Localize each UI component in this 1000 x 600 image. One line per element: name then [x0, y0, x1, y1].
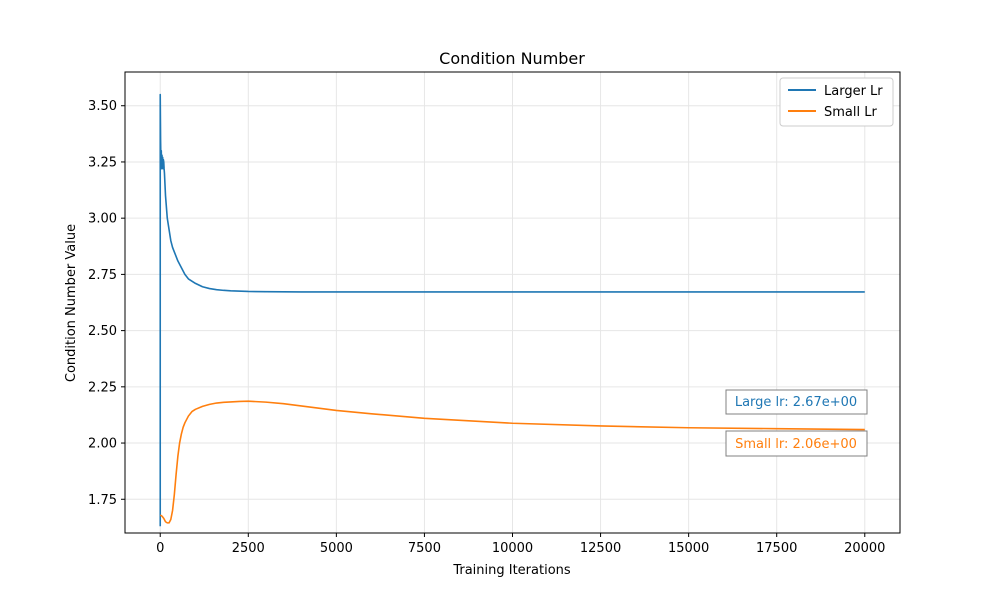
x-tick-label: 10000	[492, 541, 533, 556]
x-tick-label: 0	[156, 541, 164, 556]
annotation-box-large-lr	[725, 389, 868, 415]
legend: Larger Lr Small Lr	[779, 77, 894, 127]
y-axis-label: Condition Number Value	[64, 224, 79, 382]
series-group	[159, 93, 865, 527]
annotation-text-small-lr: Small lr: 2.06e+00	[735, 437, 857, 452]
y-tick-label: 2.50	[88, 324, 117, 339]
ticks: 0 2500 5000 7500 10000 12500 15000 17500 20000 1.…	[88, 99, 885, 556]
y-tick-label: 3.00	[88, 212, 117, 227]
y-tick-label: 2.00	[88, 437, 117, 452]
annotation-text-large-lr: Large lr: 2.67e+00	[735, 395, 857, 410]
x-tick-label: 17500	[756, 541, 797, 556]
y-tick-label: 1.75	[88, 493, 117, 508]
x-tick-label: 12500	[580, 541, 621, 556]
annotation-box-small-lr	[725, 430, 868, 457]
x-axis-label: Training Iterations	[452, 563, 571, 578]
y-tick-label: 2.75	[88, 268, 117, 283]
x-tick-label: 15000	[668, 541, 709, 556]
series-line-larger-lr	[159, 93, 865, 527]
legend-label-larger-lr: Larger Lr	[824, 84, 883, 99]
chart-title: Condition Number	[439, 49, 585, 68]
y-tick-label: 3.50	[88, 99, 117, 114]
y-tick-label: 3.25	[88, 155, 117, 170]
legend-label-small-lr: Small Lr	[824, 105, 877, 120]
x-tick-label: 5000	[320, 541, 353, 556]
annotation-large-lr: Large lr: 2.67e+00	[725, 389, 868, 415]
x-tick-label: 7500	[408, 541, 441, 556]
y-tick-label: 2.25	[88, 380, 117, 395]
annotation-small-lr: Small lr: 2.06e+00	[725, 430, 868, 457]
x-tick-label: 2500	[232, 541, 265, 556]
x-tick-label: 20000	[844, 541, 885, 556]
series-line-small-lr	[159, 400, 865, 524]
